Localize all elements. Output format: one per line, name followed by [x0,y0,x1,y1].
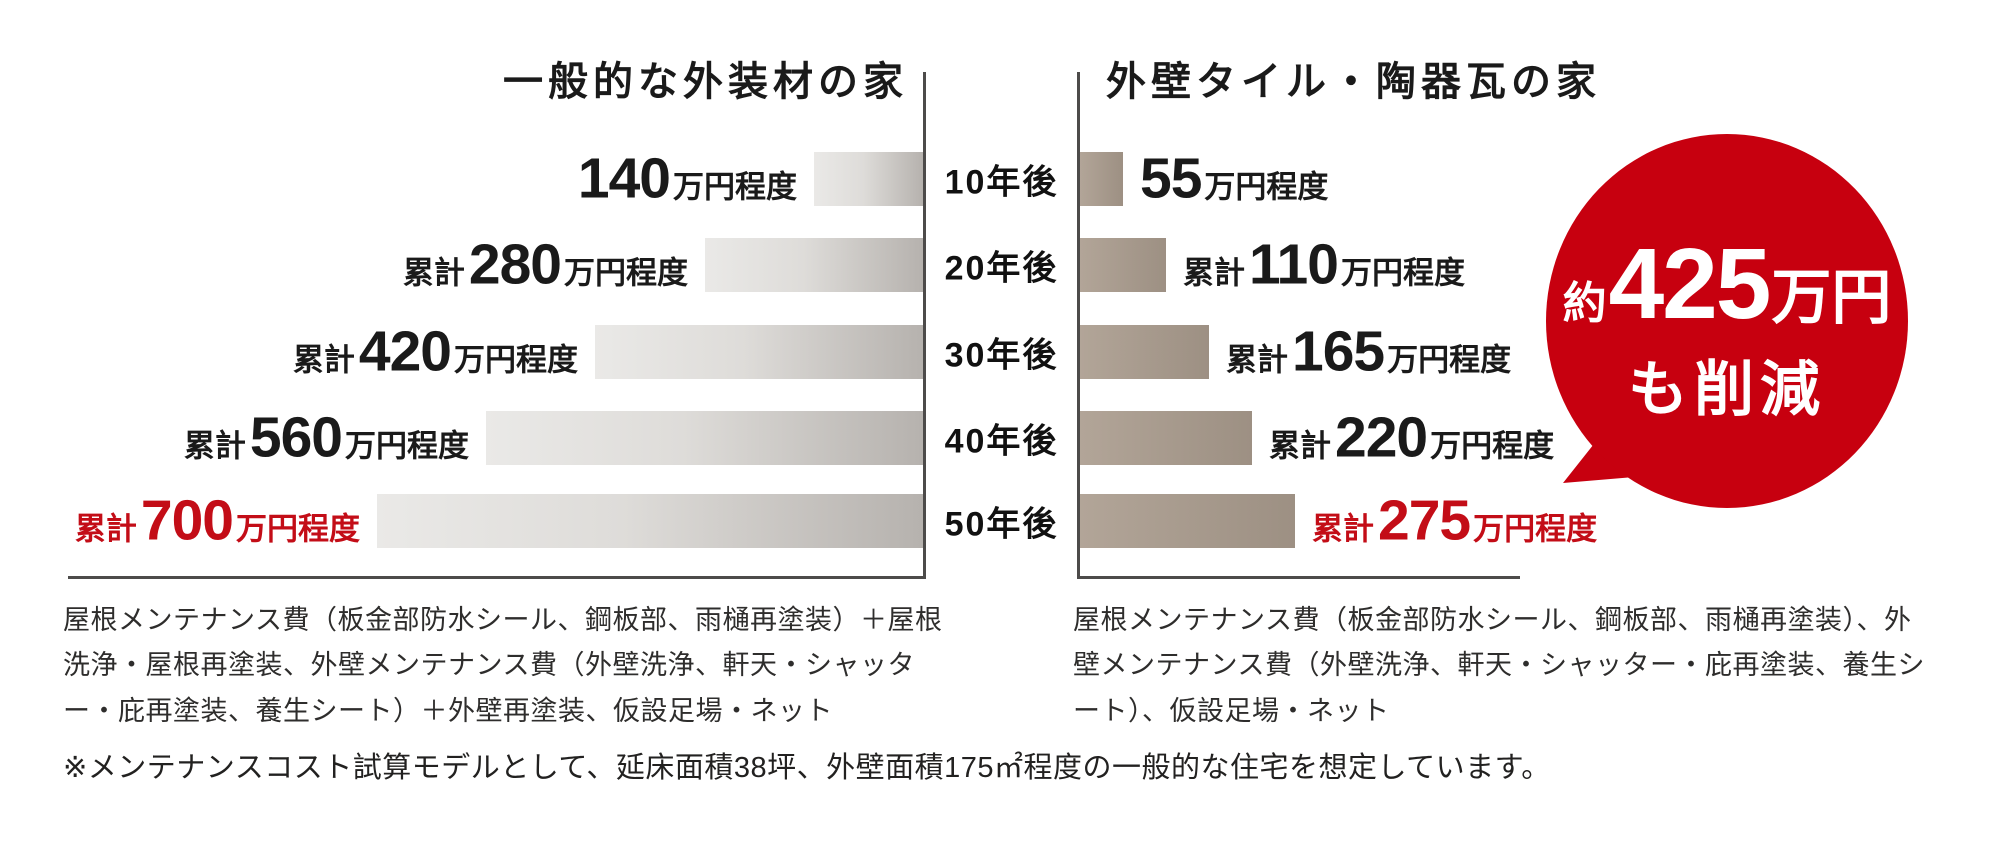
savings-caption: も削減 [1628,356,1826,423]
cumulative-label: 累計 [402,255,465,291]
value-number: 220 [1335,405,1428,470]
savings-value: 425 [1608,228,1772,340]
left-bar-40年後 [486,411,923,465]
right-chart-baseline [1077,576,1520,579]
left-value-label-30年後: 累計 420 万円程度 [292,319,578,384]
value-number: 165 [1292,319,1385,384]
cumulative-label: 累計 [292,342,355,378]
left-footnote: 屋根メンテナンス費（板金部防水シール、鋼板部、雨樋再塗装）＋屋根洗浄・屋根再塗装… [63,605,943,726]
value-unit: 万円程度 [1473,511,1598,547]
right-value-label-50年後: 累計 275 万円程度 [1312,488,1598,553]
value-unit: 万円程度 [1340,255,1465,291]
value-unit: 万円程度 [564,255,688,291]
right-value-label-40年後: 累計 220 万円程度 [1269,405,1555,470]
right-value-label-30年後: 累計 165 万円程度 [1226,319,1512,384]
right-value-label-20年後: 累計 110 万円程度 [1183,232,1465,297]
right-chart-axis-line [1077,72,1080,578]
year-label-40年後: 40年後 [944,422,1059,461]
year-label-20年後: 20年後 [944,249,1059,288]
value-number: 55 [1140,146,1202,211]
left-bar-20年後 [705,238,923,292]
cumulative-label: 累計 [1312,511,1374,547]
left-chart-title: 一般的な外装材の家 [503,60,908,104]
value-number: 275 [1378,488,1471,553]
year-label-30年後: 30年後 [944,336,1059,375]
value-unit: 万円程度 [673,169,797,205]
value-unit: 万円程度 [1430,428,1555,464]
right-bar-10年後 [1080,152,1123,206]
right-chart-title: 外壁タイル・陶器瓦の家 [1106,60,1601,104]
value-number: 700 [140,488,234,553]
left-bar-50年後 [377,494,923,548]
value-unit: 万円程度 [236,511,360,547]
cumulative-label: 累計 [1183,255,1245,291]
value-unit: 万円程度 [345,428,469,464]
right-bar-50年後 [1080,494,1295,548]
value-unit: 万円程度 [1204,169,1329,205]
left-bar-30年後 [595,325,923,379]
cumulative-label: 累計 [183,428,246,464]
value-number: 280 [468,232,562,297]
year-label-50年後: 50年後 [944,505,1059,544]
savings-bubble [1546,134,1908,508]
value-number: 420 [358,319,452,384]
cumulative-label: 累計 [1226,342,1288,378]
left-value-label-20年後: 累計 280 万円程度 [402,232,688,297]
left-value-label-10年後: 140 万円程度 [577,146,797,211]
right-footnote: 屋根メンテナンス費（板金部防水シール、鋼板部、雨樋再塗装）、外壁メンテナンス費（… [1073,605,1925,726]
left-chart-axis-line [923,72,926,578]
left-value-label-40年後: 累計 560 万円程度 [183,405,469,470]
value-unit: 万円程度 [1387,342,1512,378]
savings-approx-label: 約 [1562,279,1607,328]
savings-amount: 約 425 万円 [1563,234,1892,334]
savings-bubble-text: 約 425 万円 も削減 [1537,127,1917,513]
cumulative-label: 累計 [74,511,137,547]
savings-unit: 万円 [1771,264,1892,331]
left-bar-10年後 [814,152,923,206]
year-label-10年後: 10年後 [944,163,1059,202]
right-bar-40年後 [1080,411,1252,465]
bottom-note: ※メンテナンスコスト試算モデルとして、延床面積38坪、外壁面積175㎡程度の一般… [63,752,1551,784]
value-number: 140 [577,146,671,211]
right-bar-20年後 [1080,238,1166,292]
value-number: 110 [1249,232,1339,297]
left-chart-baseline [68,576,926,579]
cumulative-label: 累計 [1269,428,1331,464]
value-unit: 万円程度 [454,342,578,378]
right-bar-30年後 [1080,325,1209,379]
right-value-label-10年後: 55 万円程度 [1140,146,1329,211]
value-number: 560 [249,405,343,470]
left-value-label-50年後: 累計 700 万円程度 [74,488,360,553]
